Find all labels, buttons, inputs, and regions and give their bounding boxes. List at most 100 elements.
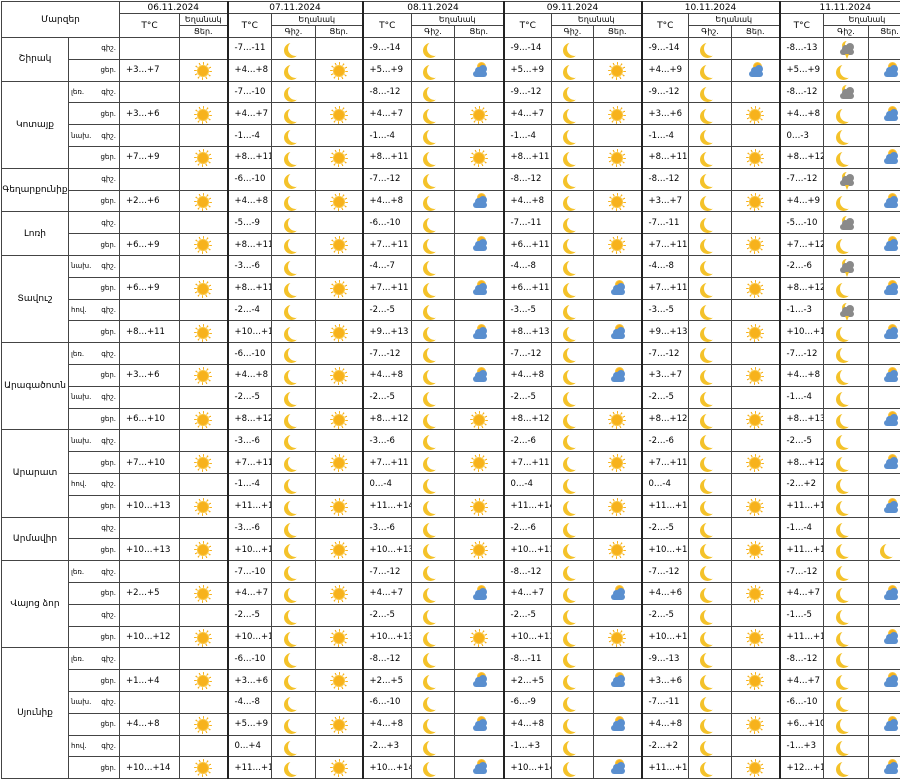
- night-weather-cell: [272, 735, 316, 757]
- day-weather-cell: [455, 713, 504, 735]
- period-label: նախ.գիշ.: [69, 255, 120, 277]
- day-weather-cell: [316, 255, 363, 277]
- date-header: 06.11.2024: [120, 2, 228, 14]
- sun-behind-cloud-icon: [470, 759, 488, 777]
- moon-icon: [701, 476, 719, 494]
- night-weather-cell: [689, 408, 732, 430]
- day-weather-cell: [732, 517, 780, 539]
- temp-cell: [120, 255, 180, 277]
- day-weather-cell: [732, 103, 780, 125]
- period-label: հով.գիշ.: [69, 473, 120, 495]
- sun-icon: [746, 672, 764, 690]
- weather-cell: [180, 713, 228, 735]
- moon-icon: [837, 127, 855, 145]
- night-weather-cell: [824, 626, 869, 648]
- moon-icon: [701, 345, 719, 363]
- sun-icon: [330, 193, 348, 211]
- period-label: լեռ.ցեր.: [69, 364, 120, 386]
- day-weather-cell: [869, 713, 900, 735]
- sun-icon: [746, 585, 764, 603]
- temp-cell: -4…-8: [504, 255, 552, 277]
- temp-cell: +8…+12: [780, 452, 824, 474]
- night-weather-cell: [552, 430, 594, 452]
- temp-cell: -6…-10: [363, 212, 412, 234]
- moon-icon: [701, 520, 719, 538]
- zone-label: լեռ.: [69, 568, 84, 576]
- sun-icon: [194, 280, 212, 298]
- day-weather-cell: [732, 604, 780, 626]
- weather-cell: [180, 59, 228, 81]
- period-label: նախ.ցեր.: [69, 408, 120, 430]
- temp-cell: -9…-14: [363, 38, 412, 60]
- night-weather-cell: [412, 430, 455, 452]
- night-weather-cell: [412, 234, 455, 256]
- weather-header: Եղանակ: [180, 14, 228, 26]
- sun-icon: [330, 454, 348, 472]
- day-weather-cell: [869, 604, 900, 626]
- table-row: լեռ.ցեր.+1…+4+3…+6+2…+5+2…+5+3…+6+4…+7: [2, 670, 900, 692]
- day-weather-cell: [316, 321, 363, 343]
- moon-icon: [564, 62, 582, 80]
- day-weather-cell: [732, 321, 780, 343]
- period-text: գիշ.: [101, 350, 116, 358]
- day-weather-cell: [594, 212, 642, 234]
- night-weather-cell: [552, 713, 594, 735]
- day-weather-cell: [455, 691, 504, 713]
- moon-icon: [701, 302, 719, 320]
- moon-icon: [285, 367, 303, 385]
- moon-icon: [701, 738, 719, 756]
- day-weather-cell: [594, 299, 642, 321]
- temp-cell: +7…+11: [642, 277, 689, 299]
- day-weather-cell: [594, 81, 642, 103]
- temp-cell: -7…-10: [228, 561, 272, 583]
- day-weather-cell: [455, 212, 504, 234]
- sun-icon: [470, 541, 488, 559]
- table-row: նախ.ցեր.+7…+10+7…+11+7…+11+7…+11+7…+11+8…: [2, 452, 900, 474]
- moon-icon: [837, 672, 855, 690]
- table-row: նախ.ցեր.+7…+9+8…+11+8…+11+8…+11+8…+11+8……: [2, 146, 900, 168]
- night-weather-cell: [412, 343, 455, 365]
- temp-cell: +3…+6: [120, 103, 180, 125]
- night-weather-cell: [689, 452, 732, 474]
- period-text: ցեր.: [100, 197, 116, 205]
- moon-icon: [564, 454, 582, 472]
- temp-cell: +10…+14: [120, 757, 180, 779]
- night-weather-cell: [272, 517, 316, 539]
- day-weather-cell: [316, 495, 363, 517]
- moon-icon: [837, 629, 855, 647]
- night-weather-cell: [412, 146, 455, 168]
- moon-icon: [701, 258, 719, 276]
- temp-header: T°C: [504, 14, 552, 38]
- period-text: ցեր.: [100, 459, 116, 467]
- sun-icon: [330, 62, 348, 80]
- period-label: լեռ.ցեր.: [69, 103, 120, 125]
- day-weather-cell: [594, 757, 642, 779]
- day-weather-cell: [455, 582, 504, 604]
- sun-icon: [746, 149, 764, 167]
- moon-icon: [285, 759, 303, 777]
- temp-cell: -1…+3: [504, 735, 552, 757]
- night-weather-cell: [272, 386, 316, 408]
- night-weather-cell: [412, 648, 455, 670]
- day-weather-cell: [316, 190, 363, 212]
- table-row: ցեր.+6…+9+8…+11+7…+11+6…+11+7…+11+7…+12: [2, 234, 900, 256]
- weather-cell: [180, 190, 228, 212]
- day-weather-cell: [316, 582, 363, 604]
- temp-cell: +4…+8: [228, 59, 272, 81]
- day-weather-cell: [455, 234, 504, 256]
- night-weather-cell: [689, 713, 732, 735]
- temp-cell: -9…-12: [504, 81, 552, 103]
- day-weather-cell: [455, 386, 504, 408]
- night-weather-cell: [272, 59, 316, 81]
- sun-icon: [746, 236, 764, 254]
- table-row: հով.ցեր.+10…+13+11…+14+11…+14+11…+14+11……: [2, 495, 900, 517]
- night-weather-cell: [412, 691, 455, 713]
- temp-cell: +5…+9: [504, 59, 552, 81]
- moon-icon: [285, 280, 303, 298]
- day-weather-cell: [594, 38, 642, 60]
- moon-icon: [564, 629, 582, 647]
- period-text: ցեր.: [100, 546, 116, 554]
- day-weather-cell: [594, 364, 642, 386]
- day-weather-cell: [869, 146, 900, 168]
